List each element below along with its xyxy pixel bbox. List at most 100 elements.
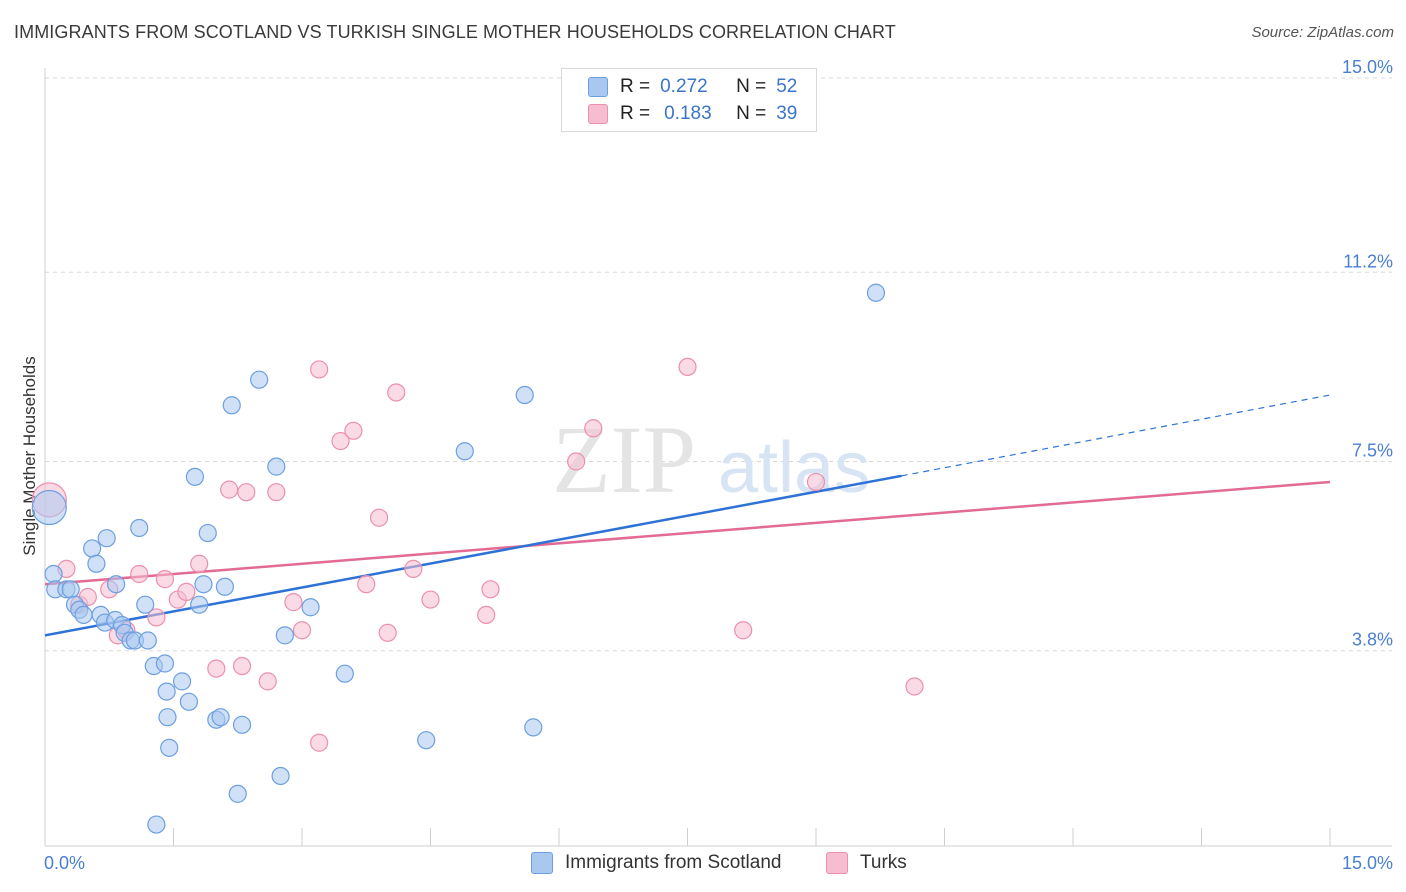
legend-r-label: R = xyxy=(620,103,651,124)
y-tick-label: 3.8% xyxy=(1352,630,1393,650)
data-point-turks xyxy=(477,605,496,625)
legend-n-label: N = xyxy=(736,103,767,124)
data-point-turks xyxy=(292,621,312,640)
data-point-turks xyxy=(190,554,209,573)
data-point-scotland xyxy=(107,575,126,594)
data-point-scotland xyxy=(155,654,175,673)
data-point-scotland xyxy=(222,396,241,415)
data-point-scotland xyxy=(524,718,543,737)
trend-line-scotland xyxy=(44,474,902,637)
y-tick-label: 7.5% xyxy=(1352,441,1393,461)
data-point-scotland xyxy=(417,731,436,750)
data-point-scotland xyxy=(160,738,179,757)
bottom-legend-label-turks: Turks xyxy=(860,852,907,873)
trend-lines xyxy=(44,394,1331,637)
legend-row-turks: R = 0.183 N = 39 xyxy=(562,101,797,127)
data-point-turks xyxy=(734,621,753,640)
legend-n-value: 39 xyxy=(776,103,798,124)
bottom-legend-label-scotland: Immigrants from Scotland xyxy=(565,852,782,873)
y-tick-label: 15.0% xyxy=(1342,57,1393,77)
data-point-turks xyxy=(387,383,406,402)
data-point-scotland xyxy=(271,766,290,786)
data-point-turks xyxy=(567,452,586,471)
data-point-turks xyxy=(344,421,363,440)
data-point-scotland xyxy=(136,595,155,614)
data-point-turks xyxy=(147,608,166,627)
legend-r-value: 0.272 xyxy=(660,76,708,97)
data-point-turks xyxy=(678,357,697,377)
data-point-turks xyxy=(331,431,350,451)
data-point-scotland xyxy=(267,457,286,476)
data-point-scotland xyxy=(211,708,230,727)
data-point-scotland xyxy=(198,523,217,543)
data-point-turks xyxy=(130,564,149,584)
data-point-scotland xyxy=(215,577,234,596)
data-point-scotland xyxy=(335,664,354,683)
legend-n-value: 52 xyxy=(776,76,798,97)
data-point-turks xyxy=(237,483,256,502)
data-point-scotland xyxy=(138,631,157,650)
data-point-turks xyxy=(232,656,252,676)
legend: R = 0.272 N = 52 R = 0.183 N = 39 xyxy=(561,68,817,132)
data-point-scotland xyxy=(87,554,106,573)
data-point-turks xyxy=(310,360,329,379)
tick-labels: 3.8% 7.5% 11.2% 15.0% 0.0% 15.0% xyxy=(44,57,1393,873)
data-point-scotland xyxy=(97,529,116,548)
data-point-scotland xyxy=(301,598,320,617)
data-point-turks xyxy=(378,623,397,642)
legend-n-label: N = xyxy=(736,76,767,97)
legend-swatch-turks xyxy=(588,104,608,124)
data-point-scotland xyxy=(179,692,199,711)
x-tick-label: 15.0% xyxy=(1342,853,1393,873)
watermark: ZIP atlas xyxy=(552,406,870,513)
data-point-scotland xyxy=(185,467,205,486)
data-point-scotland xyxy=(866,283,886,302)
data-point-scotland xyxy=(31,489,67,526)
data-point-scotland xyxy=(74,605,93,625)
trend-line-turks xyxy=(44,480,1331,586)
data-point-turks xyxy=(404,559,423,578)
grid-lines xyxy=(45,77,1392,652)
x-tick-label: 0.0% xyxy=(44,853,85,873)
data-point-turks xyxy=(267,483,286,502)
data-point-turks xyxy=(284,593,303,612)
source-label: Source: ZipAtlas.com xyxy=(1251,24,1394,41)
y-tick-label: 11.2% xyxy=(1343,251,1393,271)
data-point-turks xyxy=(370,508,389,527)
legend-r-label: R = xyxy=(620,76,651,97)
bottom-legend-scotland: Immigrants from Scotland xyxy=(531,852,781,874)
data-point-scotland xyxy=(172,672,192,691)
data-point-turks xyxy=(258,672,277,691)
data-point-turks xyxy=(220,480,239,499)
data-point-scotland xyxy=(83,539,102,558)
legend-row-scotland: R = 0.272 N = 52 xyxy=(562,74,797,100)
data-point-turks xyxy=(806,472,826,492)
data-point-scotland xyxy=(232,715,252,734)
data-point-scotland xyxy=(455,442,474,461)
legend-swatch-scotland xyxy=(588,77,608,97)
trend-line-scotland-extension xyxy=(901,394,1331,477)
data-point-scotland xyxy=(190,595,209,614)
data-point-scotland xyxy=(250,370,269,389)
series-scotland-points xyxy=(31,283,886,834)
data-point-scotland xyxy=(275,626,294,645)
data-point-scotland xyxy=(147,815,166,834)
data-point-turks xyxy=(177,582,196,601)
axes xyxy=(44,68,1392,847)
chart-title: IMMIGRANTS FROM SCOTLAND VS TURKISH SING… xyxy=(14,22,896,42)
data-point-turks xyxy=(207,659,226,678)
data-point-scotland xyxy=(515,385,534,405)
data-point-scotland xyxy=(157,682,176,701)
data-point-turks xyxy=(905,677,924,696)
data-point-scotland xyxy=(194,575,213,594)
legend-r-value: 0.183 xyxy=(664,103,712,124)
data-point-scotland xyxy=(130,518,149,538)
data-point-scotland xyxy=(61,580,80,599)
data-point-turks xyxy=(310,733,329,752)
data-point-scotland xyxy=(44,564,63,584)
data-point-turks xyxy=(481,580,500,599)
bottom-legend-turks: Turks xyxy=(826,852,907,874)
data-point-turks xyxy=(357,575,376,594)
data-point-turks xyxy=(584,419,603,438)
